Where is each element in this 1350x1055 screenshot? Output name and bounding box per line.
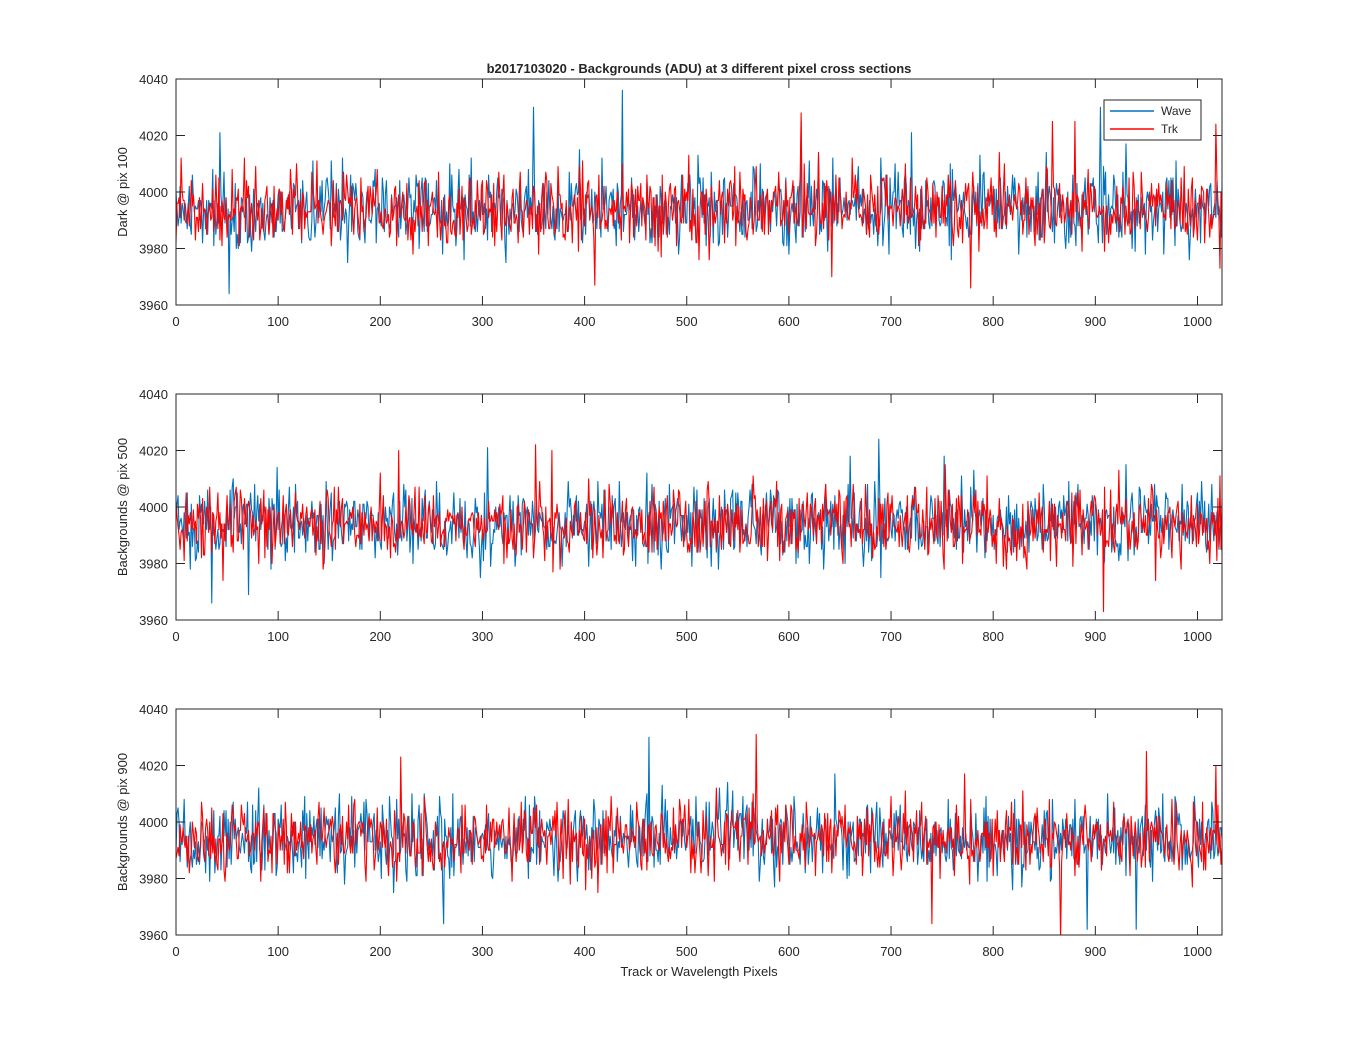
y-tick-label: 4020 xyxy=(139,129,168,144)
y-axis-label: Backgrounds @ pix 500 xyxy=(115,438,130,576)
x-tick-label: 500 xyxy=(676,314,698,329)
x-tick-label: 900 xyxy=(1084,629,1106,644)
x-tick-label: 300 xyxy=(472,629,494,644)
legend-label-wave: Wave xyxy=(1161,104,1192,118)
y-tick-label: 4040 xyxy=(139,72,168,87)
y-tick-label: 4020 xyxy=(139,444,168,459)
y-tick-label: 3960 xyxy=(139,928,168,943)
y-axis-label: Dark @ pix 100 xyxy=(115,147,130,237)
y-tick-label: 4040 xyxy=(139,702,168,717)
series-line-trk xyxy=(176,733,1222,935)
x-tick-label: 0 xyxy=(172,629,179,644)
x-tick-label: 500 xyxy=(676,629,698,644)
y-tick-label: 4000 xyxy=(139,500,168,515)
x-tick-label: 700 xyxy=(880,944,902,959)
x-tick-label: 600 xyxy=(778,314,800,329)
x-tick-label: 900 xyxy=(1084,314,1106,329)
x-tick-label: 500 xyxy=(676,944,698,959)
plot-area xyxy=(176,394,1222,620)
figure-title: b2017103020 - Backgrounds (ADU) at 3 dif… xyxy=(487,61,912,76)
x-tick-label: 900 xyxy=(1084,944,1106,959)
x-tick-label: 600 xyxy=(778,944,800,959)
legend-label-trk: Trk xyxy=(1161,122,1179,136)
y-tick-label: 3960 xyxy=(139,613,168,628)
x-tick-label: 300 xyxy=(472,944,494,959)
legend-box xyxy=(1103,99,1202,141)
x-tick-label: 400 xyxy=(574,629,596,644)
x-tick-label: 1000 xyxy=(1183,629,1212,644)
x-tick-label: 1000 xyxy=(1183,314,1212,329)
y-tick-label: 4040 xyxy=(139,387,168,402)
x-tick-label: 100 xyxy=(267,629,289,644)
x-tick-label: 600 xyxy=(778,629,800,644)
x-tick-label: 800 xyxy=(982,944,1004,959)
series-line-trk xyxy=(176,444,1222,613)
x-tick-label: 0 xyxy=(172,314,179,329)
x-tick-label: 0 xyxy=(172,944,179,959)
y-tick-label: 4020 xyxy=(139,759,168,774)
y-tick-label: 3980 xyxy=(139,872,168,887)
subplot-1: 0 100 200 300 400 500 600 700 800 900 1000 3960 3980… xyxy=(115,72,1223,329)
x-tick-label: 1000 xyxy=(1183,944,1212,959)
x-tick-label: 800 xyxy=(982,314,1004,329)
x-tick-label: 400 xyxy=(574,314,596,329)
x-tick-label: 200 xyxy=(369,629,391,644)
x-tick-label: 700 xyxy=(880,314,902,329)
series-line-wave xyxy=(176,438,1222,604)
series-line-trk xyxy=(176,112,1222,289)
y-tick-label: 3980 xyxy=(139,242,168,257)
subplots: 0 100 200 300 400 500 600 700 800 900 100039603980… xyxy=(115,72,1223,959)
legend: Wave Trk xyxy=(1103,99,1202,141)
x-tick-label: 800 xyxy=(982,629,1004,644)
y-tick-label: 4000 xyxy=(139,185,168,200)
x-axis-label: Track or Wavelength Pixels xyxy=(620,964,778,979)
y-tick-label: 3980 xyxy=(139,557,168,572)
subplot-2: 0 100 200 300 400 500 600 700 800 900 1000 3960 3980… xyxy=(115,387,1223,644)
x-tick-label: 200 xyxy=(369,944,391,959)
x-tick-label: 300 xyxy=(472,314,494,329)
x-tick-label: 100 xyxy=(267,944,289,959)
y-axis-label: Backgrounds @ pix 900 xyxy=(115,753,130,891)
series-line-wave xyxy=(176,736,1222,930)
x-tick-label: 400 xyxy=(574,944,596,959)
x-tick-label: 100 xyxy=(267,314,289,329)
y-tick-label: 4000 xyxy=(139,815,168,830)
y-tick-label: 3960 xyxy=(139,298,168,313)
x-tick-label: 200 xyxy=(369,314,391,329)
subplot-3: 0 100 200 300 400 500 600 700 800 900 1000 3960 3980… xyxy=(115,702,1223,959)
x-tick-label: 700 xyxy=(880,629,902,644)
